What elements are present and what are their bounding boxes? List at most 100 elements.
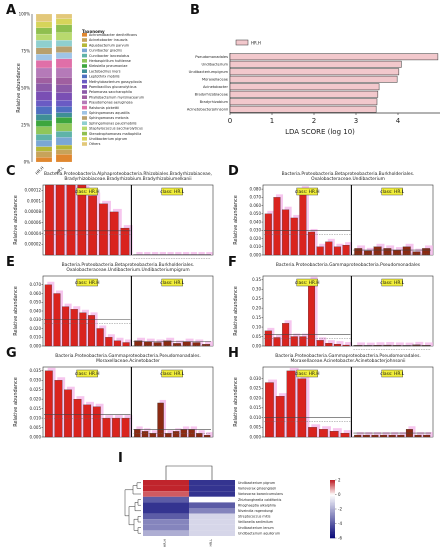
stacked-bar-segment <box>35 60 53 69</box>
colorbar-segment <box>330 533 335 536</box>
abundance-bar <box>88 315 96 347</box>
panel-label-h: H <box>228 346 239 361</box>
row-dendrogram <box>133 518 138 531</box>
x-tick-label: 2 <box>312 117 316 125</box>
y-tick-label: 0.035 <box>30 368 42 373</box>
panel-b-lda-chart: HR.H Pseudomonadales Undibacterium Undibact… <box>187 39 440 136</box>
chart-title: Bacteria.Proteobacteria.Betaproteobacter… <box>282 171 415 177</box>
bar-shadow <box>405 342 414 346</box>
abundance-bar <box>122 342 130 347</box>
class-label: class: HR.L <box>380 189 404 195</box>
y-axis-label: Relative abundance <box>233 195 239 245</box>
chart-title: Oxalobacteraceae.Undibacterium <box>311 176 385 182</box>
panel-label-c: C <box>6 164 16 179</box>
abundance-bar <box>102 417 111 438</box>
y-tick-label: 0.010 <box>250 244 262 249</box>
bar-shadow <box>144 252 151 255</box>
abundance-bar <box>362 434 370 438</box>
y-tick-label: 25% <box>21 122 30 127</box>
y-tick-label: 0.050 <box>250 211 262 216</box>
y-tick-label: 0.010 <box>30 335 42 340</box>
abundance-bar <box>319 429 328 438</box>
stacked-bar-segment <box>55 137 73 146</box>
lda-bar <box>229 53 439 61</box>
y-tick-label: 0.00008 <box>24 209 41 214</box>
abundance-bar <box>149 433 156 438</box>
colorbar-tick-label: -4 <box>338 521 342 526</box>
heatmap-cell <box>189 491 235 497</box>
y-tick-label: 0.00012 <box>24 188 41 193</box>
colorbar-segment <box>330 527 335 530</box>
legend-swatch <box>82 53 87 58</box>
stacked-bar-segment <box>55 40 73 47</box>
heatmap-cell <box>143 502 189 508</box>
abundance-bar <box>109 211 119 256</box>
heatmap-row-label: Zhizhongheella caldifontis <box>238 498 282 502</box>
legend-label: Pelomonas saccharophila <box>89 90 132 94</box>
colorbar-segment <box>330 510 335 513</box>
heatmap-row-label: Rhoghaeptia alkalphila <box>238 503 276 507</box>
colorbar-segment <box>330 481 335 484</box>
legend-swatch <box>82 48 87 53</box>
legend-swatch <box>82 111 87 115</box>
colorbar-segment <box>330 504 335 507</box>
colorbar-segment <box>330 494 335 497</box>
x-tick-label: HR.H <box>34 165 45 176</box>
chart-title: Bacteria.Proteobacteria.Gammaproteobacte… <box>275 353 421 359</box>
legend-title: Taxonomy <box>82 29 105 34</box>
colorbar-tick-label: 0 <box>338 492 341 497</box>
abundance-bar <box>297 378 307 438</box>
lda-category-label: Bradyrhizobium <box>200 100 229 104</box>
legend-label: Staphylococcus saccharolyticus <box>89 127 143 131</box>
lda-category-label: Bradyrhizobiaceae <box>195 93 229 97</box>
lda-bar <box>229 68 400 76</box>
abundance-bar <box>299 336 307 347</box>
abundance-bar <box>388 434 396 438</box>
stacked-bar-segment <box>55 154 73 163</box>
stacked-bar-segment <box>35 40 53 48</box>
abundance-bar <box>273 197 281 256</box>
stacked-bar-segment <box>55 58 73 69</box>
legend-label: Methylobacterium gossypiicola <box>89 80 142 84</box>
stacked-bar-segment <box>35 140 53 147</box>
lda-bar <box>229 90 379 98</box>
y-tick-label: 0.00 <box>252 343 261 348</box>
abundance-bar <box>286 370 296 438</box>
bar-shadow <box>205 341 213 346</box>
y-tick-label: 0.025 <box>250 386 262 391</box>
colorbar-segment <box>330 495 335 498</box>
lda-category-label: Pseudomonadales <box>195 55 228 59</box>
stacked-bar-segment <box>55 112 73 118</box>
legend-swatch <box>82 43 87 47</box>
y-tick-label: 0.030 <box>30 317 42 322</box>
y-tick-label: 75% <box>21 48 30 53</box>
legend-swatch <box>82 74 87 79</box>
stacked-bar-segment <box>55 106 73 113</box>
abundance-bar <box>92 406 101 438</box>
colorbar-segment <box>330 509 335 511</box>
abundance-bar <box>202 344 211 347</box>
colorbar-segment <box>330 517 335 520</box>
colorbar-segment <box>330 530 335 533</box>
y-tick-label: 0.070 <box>250 195 262 200</box>
stacked-bar-segment <box>55 52 73 59</box>
stacked-bar-segment <box>55 92 73 101</box>
legend-label: HR.H <box>251 41 261 46</box>
y-axis-label: Relative abundance <box>13 286 19 336</box>
class-label-box <box>381 369 403 378</box>
legend-swatch <box>82 79 87 84</box>
abundance-bar <box>329 431 339 438</box>
colorbar-segment <box>330 519 335 521</box>
bar-shadow <box>373 432 382 437</box>
y-tick-label: 0.10 <box>252 324 261 329</box>
stacked-bar-segment <box>35 27 53 35</box>
class-label-box <box>381 187 403 196</box>
y-tick-label: 0.0001 <box>27 198 41 203</box>
stacked-bar-segment <box>35 134 53 141</box>
abundance-bar <box>380 434 388 438</box>
legend-swatch <box>82 131 87 136</box>
abundance-bar <box>342 244 350 256</box>
y-tick-label: 0.25 <box>252 296 261 301</box>
abundance-bar <box>402 246 411 256</box>
legend-label: Aquabacterium parvum <box>89 43 130 47</box>
